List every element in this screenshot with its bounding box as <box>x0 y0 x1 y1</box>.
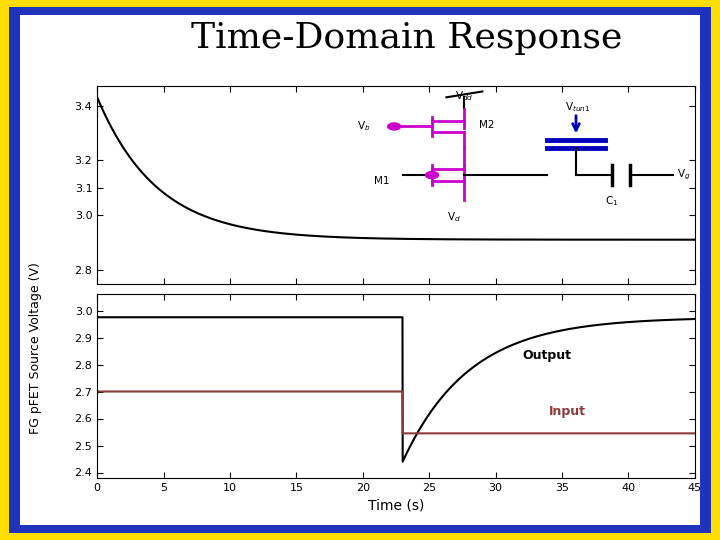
X-axis label: Time (s): Time (s) <box>368 498 424 512</box>
Text: V$_{tun1}$: V$_{tun1}$ <box>565 100 590 114</box>
Text: M1: M1 <box>374 176 390 186</box>
Circle shape <box>387 123 400 130</box>
Circle shape <box>426 172 438 179</box>
Text: M2: M2 <box>479 119 495 130</box>
Text: V$_{dd}$: V$_{dd}$ <box>455 90 474 103</box>
Text: V$_b$: V$_b$ <box>357 119 370 133</box>
Text: FG pFET Source Voltage (V): FG pFET Source Voltage (V) <box>30 262 42 434</box>
Text: V$_g$: V$_g$ <box>677 168 690 183</box>
Text: Output: Output <box>522 349 571 362</box>
Text: C$_1$: C$_1$ <box>606 194 618 208</box>
Text: Time-Domain Response: Time-Domain Response <box>191 21 623 55</box>
Text: Input: Input <box>549 405 586 418</box>
Text: V$_d$: V$_d$ <box>446 210 461 224</box>
